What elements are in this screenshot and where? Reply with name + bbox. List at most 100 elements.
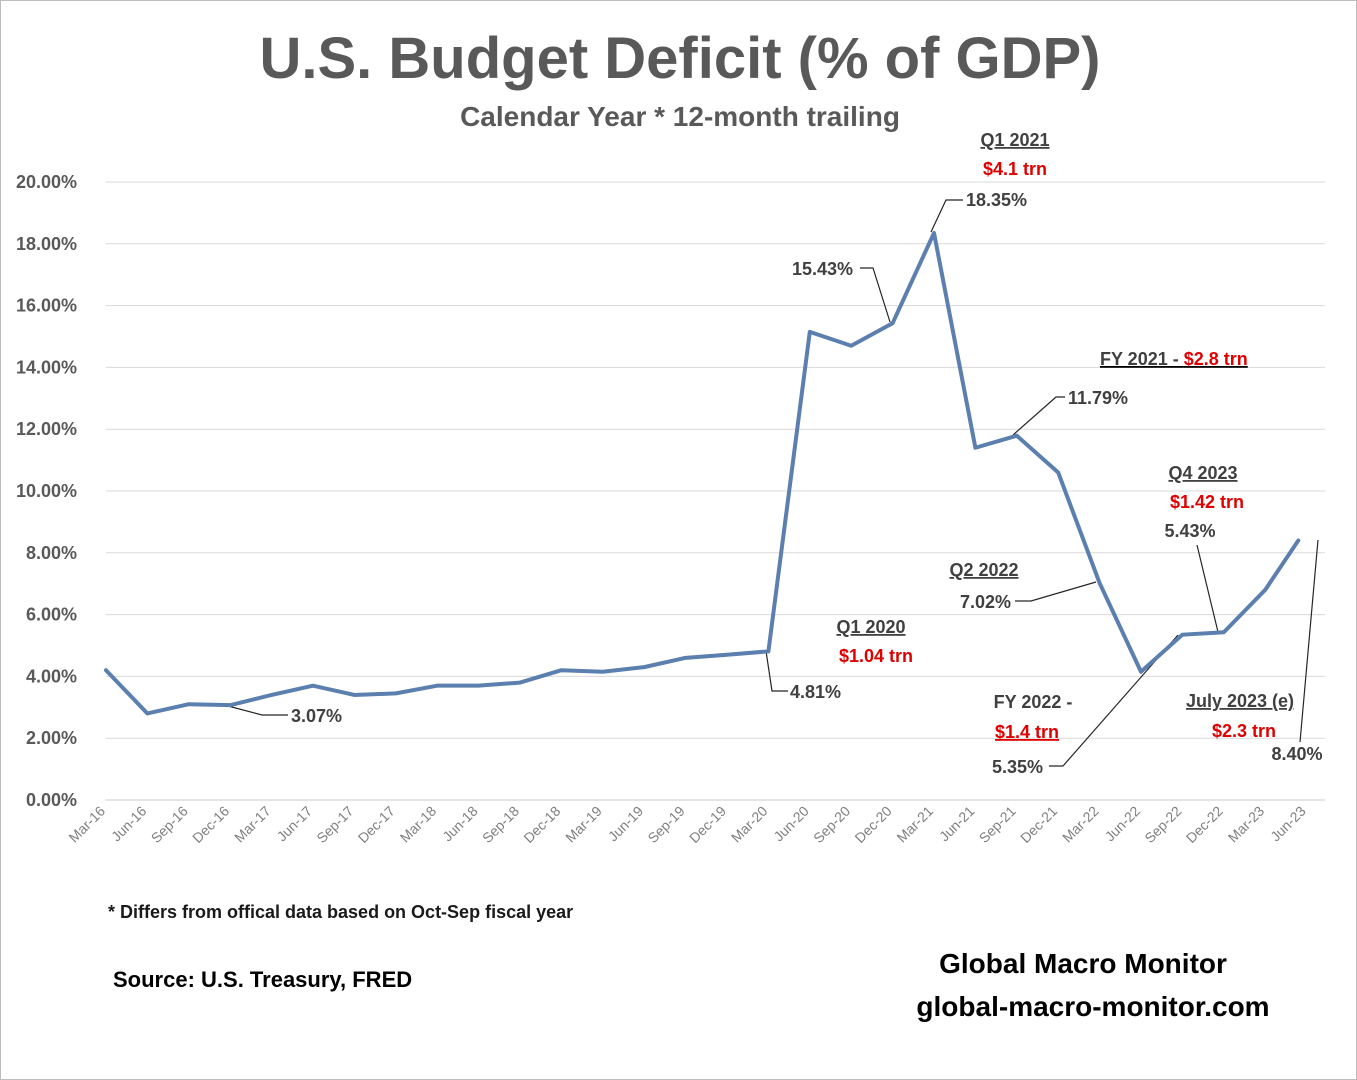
data-point — [311, 684, 315, 688]
x-tick-label: Dec-19 — [686, 803, 729, 846]
value-label: 7.02% — [960, 592, 1011, 612]
x-tick-label: Mar-21 — [893, 803, 936, 846]
x-tick-label: Jun-17 — [274, 803, 316, 845]
callout-q1-2020-value: $1.04 trn — [839, 646, 913, 666]
x-tick-label: Jun-18 — [439, 803, 481, 845]
leader-line — [860, 267, 891, 323]
brand-url: global-macro-monitor.com — [916, 991, 1269, 1022]
source-note: Source: U.S. Treasury, FRED — [113, 967, 412, 992]
data-point — [435, 684, 439, 688]
data-point — [145, 711, 149, 715]
y-axis-ticks: 0.00% 2.00% 4.00% 6.00% 8.00% 10.00% 12.00% 14.… — [16, 172, 77, 810]
x-tick-label: Jun-19 — [605, 803, 647, 845]
x-tick-label: Sep-21 — [976, 803, 1019, 846]
callout-q1-2020: Q1 2020 $1.04 trn — [836, 617, 913, 666]
data-point — [1098, 581, 1102, 585]
value-annotations: 3.07% 4.81% 15.43% 18.35% 11.79% 7.02% 5.35% 5.… — [291, 190, 1323, 777]
x-tick-label: Mar-23 — [1225, 803, 1268, 846]
data-point — [518, 681, 522, 685]
chart-title: U.S. Budget Deficit (% of GDP) — [260, 26, 1101, 91]
value-label: 5.43% — [1164, 521, 1215, 541]
x-tick-label: Mar-20 — [728, 803, 771, 846]
x-tick-label: Jun-16 — [108, 803, 150, 845]
leader-line — [1299, 539, 1319, 743]
callout-q1-2021-label: Q1 2021 — [980, 130, 1049, 150]
x-tick-label: Mar-19 — [562, 803, 605, 846]
callout-fy-2022: FY 2022 - $1.4 trn — [994, 692, 1073, 742]
callout-q2-2022: Q2 2022 — [949, 560, 1018, 580]
y-tick-label: 10.00% — [16, 481, 77, 501]
callout-fy-2021-value: $2.8 trn — [1184, 349, 1248, 369]
x-tick-label: Dec-16 — [189, 803, 232, 846]
y-tick-label: 6.00% — [26, 605, 77, 625]
leader-line — [1012, 396, 1065, 436]
leader-line — [930, 199, 963, 233]
callout-q1-2021: Q1 2021 $4.1 trn — [980, 130, 1049, 179]
data-point — [1296, 538, 1300, 542]
x-tick-label: Sep-19 — [644, 803, 687, 846]
callout-fy-2021-text: FY 2021 - $2.8 trn — [1100, 349, 1248, 369]
callout-fy-2022-label: FY 2022 - — [994, 692, 1073, 712]
chart-subtitle: Calendar Year * 12-month trailing — [460, 101, 900, 132]
x-tick-label: Sep-16 — [148, 803, 191, 846]
gridlines — [106, 181, 1325, 801]
series-layer — [104, 230, 1301, 716]
y-tick-label: 20.00% — [16, 172, 77, 192]
data-point — [352, 693, 356, 697]
x-tick-label: Sep-18 — [479, 803, 522, 846]
value-label: 18.35% — [966, 190, 1027, 210]
value-label: 3.07% — [291, 706, 342, 726]
callout-q2-2022-label: Q2 2022 — [949, 560, 1018, 580]
data-point — [766, 649, 770, 653]
x-tick-label: Jun-22 — [1102, 803, 1144, 845]
x-tick-label: Mar-18 — [397, 803, 440, 846]
callout-q4-2023-label: Q4 2023 — [1168, 463, 1237, 483]
leader-line — [227, 705, 288, 716]
callout-july-2023-value: $2.3 trn — [1212, 721, 1276, 741]
x-tick-label: Dec-22 — [1183, 803, 1226, 846]
data-point — [973, 446, 977, 450]
leader-line — [765, 650, 788, 692]
annotation-leaders — [227, 199, 1319, 767]
y-tick-label: 18.00% — [16, 234, 77, 254]
y-tick-label: 16.00% — [16, 296, 77, 316]
callout-q4-2023: Q4 2023 $1.42 trn — [1168, 463, 1244, 512]
y-tick-label: 4.00% — [26, 666, 77, 686]
y-tick-label: 14.00% — [16, 357, 77, 377]
y-tick-label: 2.00% — [26, 728, 77, 748]
x-tick-label: Mar-22 — [1059, 803, 1102, 846]
x-tick-label: Jun-23 — [1267, 803, 1309, 845]
callout-fy-2021: FY 2021 - $2.8 trn — [1100, 349, 1248, 369]
data-point — [849, 344, 853, 348]
callout-fy-2021-label: FY 2021 - — [1100, 349, 1184, 369]
data-point — [394, 691, 398, 695]
data-point — [1263, 588, 1267, 592]
data-point — [642, 665, 646, 669]
callout-q4-2023-value: $1.42 trn — [1170, 492, 1244, 512]
leader-line — [1015, 581, 1097, 602]
data-point — [932, 231, 936, 235]
value-label: 4.81% — [790, 682, 841, 702]
data-point — [808, 330, 812, 334]
x-tick-label: Dec-17 — [355, 803, 398, 846]
value-label: 11.79% — [1068, 388, 1128, 408]
x-tick-label: Dec-18 — [520, 803, 563, 846]
data-point — [891, 321, 895, 325]
data-point — [559, 668, 563, 672]
x-tick-label: Jun-21 — [936, 803, 978, 845]
x-tick-label: Sep-20 — [810, 803, 853, 846]
data-point — [725, 653, 729, 657]
y-tick-label: 8.00% — [26, 543, 77, 563]
series-line — [104, 230, 1301, 716]
callout-q1-2021-value: $4.1 trn — [983, 159, 1047, 179]
data-point — [104, 668, 108, 672]
x-tick-label: Dec-20 — [851, 803, 894, 846]
data-point — [1015, 434, 1019, 438]
y-tick-label: 0.00% — [26, 790, 77, 810]
callout-q1-2020-label: Q1 2020 — [836, 617, 905, 637]
x-tick-label: Mar-17 — [231, 803, 274, 846]
x-tick-label: Jun-20 — [770, 803, 812, 845]
callout-fy-2022-value: $1.4 trn — [995, 722, 1059, 742]
data-point — [1139, 670, 1143, 674]
